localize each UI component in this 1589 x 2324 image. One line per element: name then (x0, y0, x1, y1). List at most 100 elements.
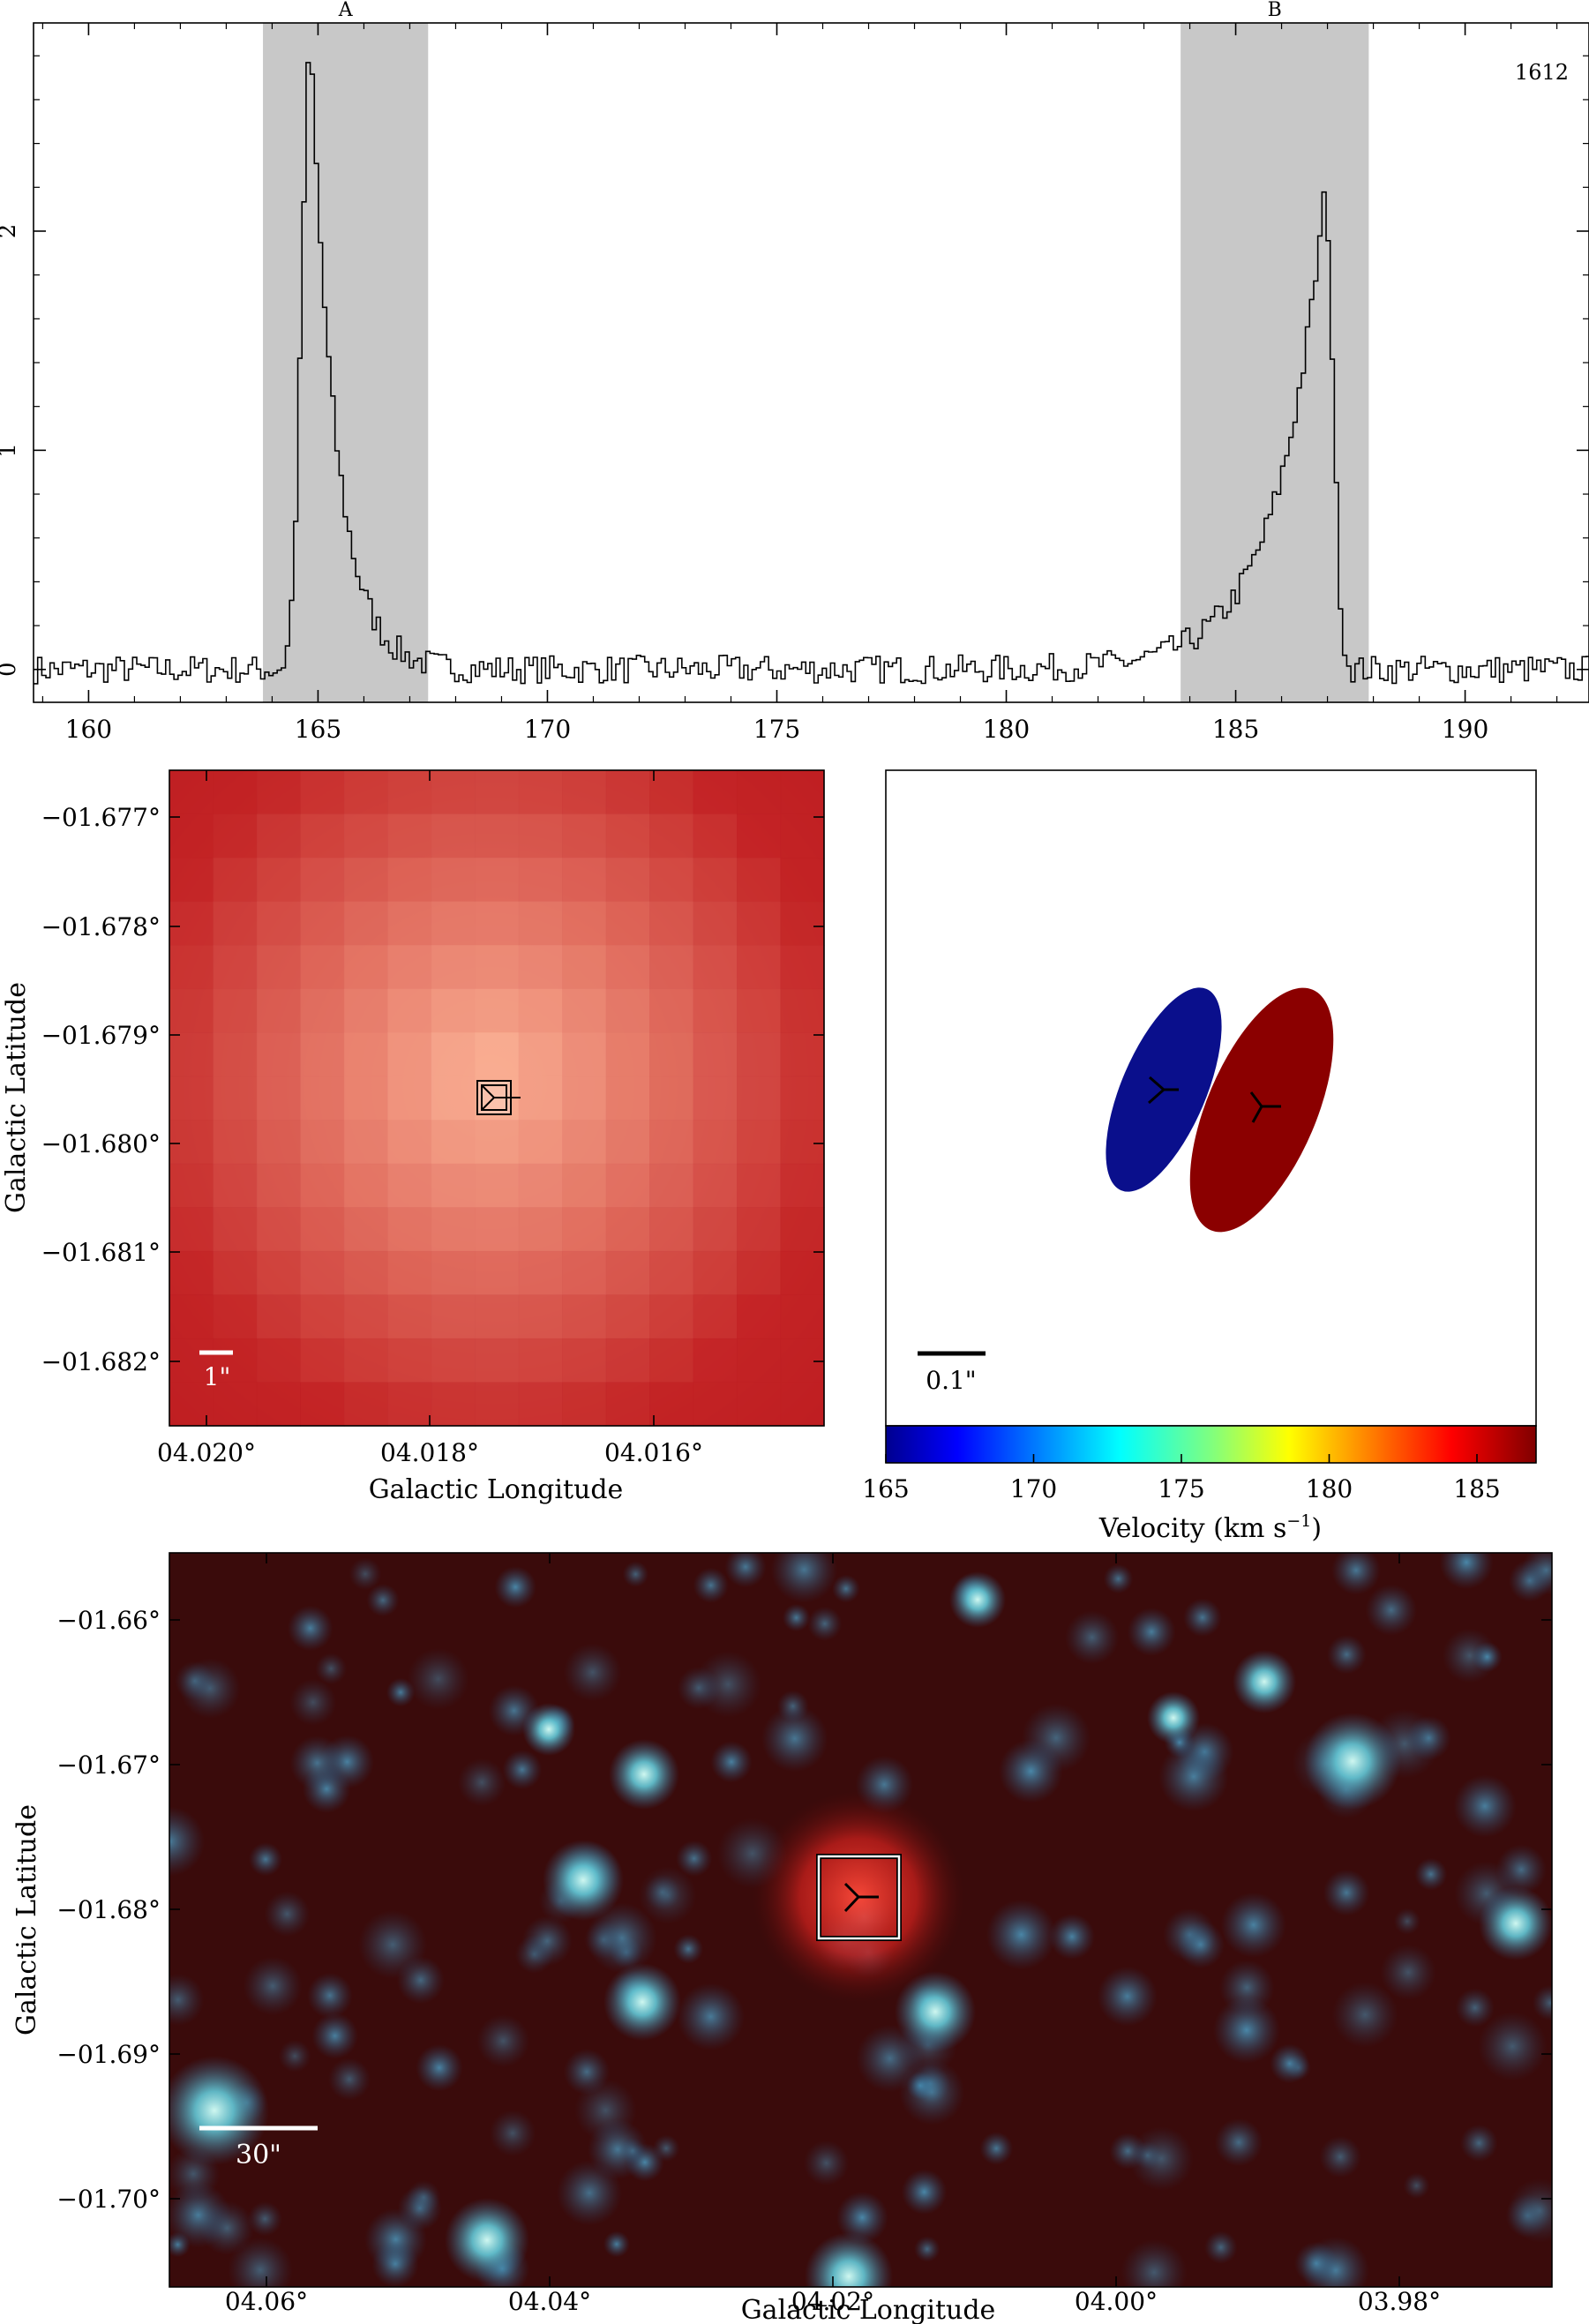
map-pixel (518, 901, 563, 946)
map-pixel (562, 770, 607, 815)
map-pixel (737, 988, 782, 1033)
map-pixel (693, 1338, 738, 1383)
bright-star (1147, 1691, 1200, 1744)
spectrum-annotation: 1612 (1515, 60, 1569, 85)
map-pixel (387, 813, 432, 858)
map-pixel (649, 901, 694, 946)
map-pixel (431, 1032, 476, 1077)
map-pixel (431, 1120, 476, 1165)
faint-source (761, 1705, 828, 1773)
bright-star (543, 1840, 624, 1921)
y-tick-label: −01.677° (41, 803, 161, 832)
zoom-map-y-ticks: −01.677° −01.678° −01.679° −01.680° −01.681°… (41, 803, 824, 1376)
map-pixel (649, 1207, 694, 1252)
faint-source (311, 2013, 358, 2059)
map-pixel (649, 1294, 694, 1339)
map-pixel (213, 1207, 258, 1252)
zoom-map-xlabel: Galactic Longitude (369, 1474, 624, 1505)
faint-source (832, 1574, 860, 1603)
map-pixel (475, 1338, 520, 1383)
faint-source (1393, 1908, 1421, 1935)
faint-source (243, 1956, 303, 2016)
infrared-scalebar-label: 30" (236, 2140, 281, 2170)
blue-maser-spot (1106, 987, 1222, 1192)
map-pixel (562, 1032, 607, 1077)
map-pixel (300, 945, 345, 990)
faint-source (563, 2049, 611, 2095)
y-tick-label: 1 (0, 443, 21, 458)
faint-source (914, 2236, 941, 2262)
map-pixel (431, 858, 476, 903)
map-pixel (780, 858, 825, 903)
y-tick-label: 0 (0, 662, 21, 677)
zoom-map-x-ticks: 04.020° 04.018° 04.016° (157, 770, 703, 1467)
faint-source (563, 1643, 622, 1702)
map-pixel (562, 1338, 607, 1383)
faint-source (1319, 2135, 1361, 2178)
map-pixel (169, 1163, 214, 1208)
map-pixel (256, 858, 301, 903)
map-pixel (562, 1076, 607, 1121)
map-pixel (475, 1294, 520, 1339)
colorbar-tick-label: 175 (1158, 1474, 1204, 1503)
faint-source (386, 1677, 416, 1707)
faint-source (1219, 1960, 1275, 2015)
map-pixel (693, 1076, 738, 1121)
map-pixel (649, 1032, 694, 1077)
velocity-colorbar (885, 1425, 1537, 1464)
map-pixel (387, 1250, 432, 1295)
map-pixel (169, 1076, 214, 1121)
faint-source (979, 2132, 1014, 2165)
faint-source (676, 1840, 713, 1877)
map-pixel (780, 770, 825, 815)
map-pixel (300, 988, 345, 1033)
map-pixel (693, 770, 738, 815)
colorbar-tick-label: 165 (862, 1474, 909, 1503)
band-label-B: B (1268, 0, 1282, 21)
map-pixel (431, 813, 476, 858)
map-pixel (300, 813, 345, 858)
zoom-map-marker (476, 1080, 521, 1115)
colorbar-tick-label: 170 (1010, 1474, 1057, 1503)
map-pixel (431, 770, 476, 815)
faint-source (521, 1915, 573, 1967)
map-pixel (737, 1120, 782, 1165)
faint-source (1220, 1892, 1286, 1958)
faint-source (1183, 1598, 1222, 1638)
map-pixel (213, 770, 258, 815)
faint-source (1406, 1715, 1451, 1761)
map-pixel (169, 1250, 214, 1295)
map-pixel (649, 858, 694, 903)
map-pixel (562, 1120, 607, 1165)
bright-star (522, 1703, 575, 1756)
map-pixel (387, 1382, 432, 1427)
map-pixel (562, 945, 607, 990)
faint-source (557, 2160, 622, 2226)
map-pixel (213, 1163, 258, 1208)
x-tick-label: 04.02° (791, 2287, 874, 2316)
map-pixel (780, 988, 825, 1033)
map-pixel (431, 988, 476, 1033)
map-pixel (169, 945, 214, 990)
faint-source (1176, 1921, 1225, 1968)
faint-source (1507, 2178, 1552, 2243)
map-pixel (387, 988, 432, 1033)
y-tick-label: −01.70° (56, 2185, 161, 2214)
faint-source (1294, 2241, 1338, 2285)
map-pixel (780, 945, 825, 990)
map-pixel (300, 858, 345, 903)
map-pixel (518, 945, 563, 990)
map-pixel (693, 813, 738, 858)
x-tick-label: 160 (65, 715, 112, 744)
faint-source (416, 2043, 463, 2092)
map-pixel (256, 770, 301, 815)
map-pixel (518, 1076, 563, 1121)
map-pixel (562, 1250, 607, 1295)
map-pixel (300, 1120, 345, 1165)
map-pixel (605, 988, 650, 1033)
map-pixel (300, 1163, 345, 1208)
map-pixel (605, 1382, 650, 1427)
map-pixel (431, 1382, 476, 1427)
